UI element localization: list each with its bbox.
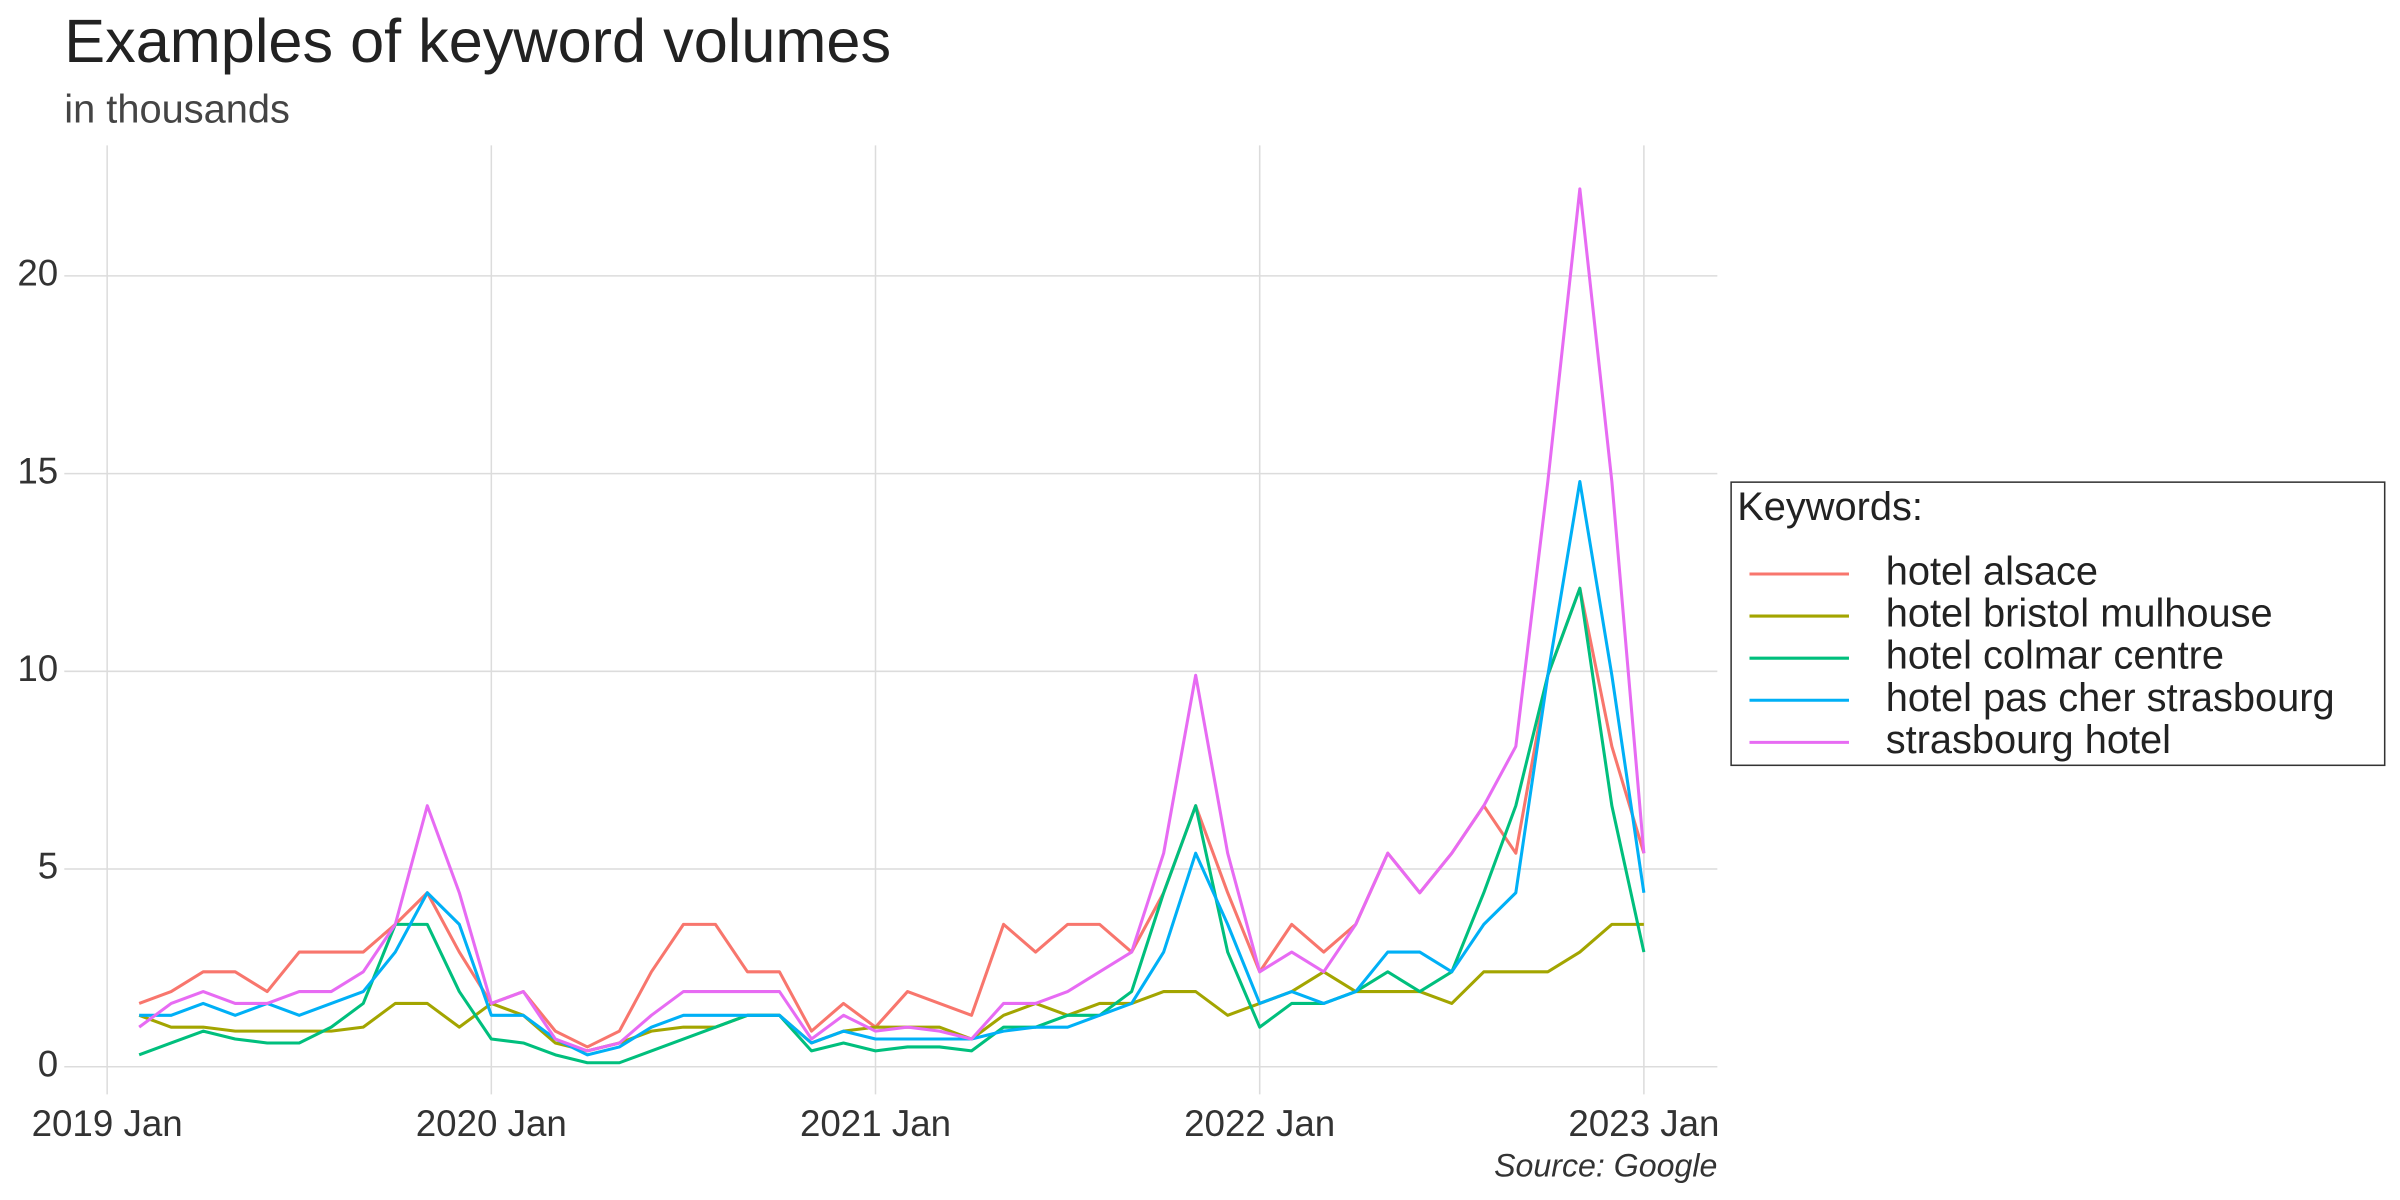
legend-label: hotel bristol mulhouse [1886, 592, 2273, 636]
line-series [138, 187, 1646, 1053]
x-tick-label: 2023 Jan [1568, 1103, 1719, 1144]
line-series [138, 586, 1646, 1049]
legend-box [1730, 481, 2386, 767]
legend-label: hotel pas cher strasbourg [1886, 676, 2335, 720]
y-tick-label: 15 [17, 450, 58, 491]
legend-label: hotel colmar centre [1886, 634, 2224, 678]
y-tick-label: 0 [38, 1043, 58, 1084]
line-series [138, 586, 1646, 1065]
source-note: Source: Google [1494, 1147, 1717, 1183]
line-series [138, 922, 1644, 1053]
legend-title: Keywords: [1737, 485, 1923, 529]
chart-subtitle: in thousands [64, 87, 290, 131]
chart-title: Examples of keyword volumes [64, 7, 891, 75]
line-series [139, 479, 1646, 1057]
x-tick-label: 2022 Jan [1184, 1103, 1335, 1144]
legend-label: hotel alsace [1886, 549, 2098, 593]
x-tick-label: 2019 Jan [32, 1103, 183, 1144]
x-tick-label: 2021 Jan [800, 1103, 951, 1144]
y-tick-label: 10 [17, 648, 58, 689]
x-tick-label: 2020 Jan [416, 1103, 567, 1144]
legend-label: strasbourg hotel [1886, 718, 2171, 762]
y-tick-label: 20 [17, 253, 58, 294]
y-tick-label: 5 [38, 846, 58, 887]
